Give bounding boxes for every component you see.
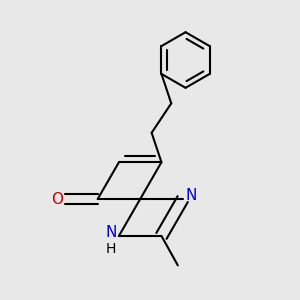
- Text: N: N: [105, 225, 116, 240]
- Text: O: O: [51, 192, 63, 207]
- Text: H: H: [106, 242, 116, 256]
- Text: N: N: [185, 188, 196, 203]
